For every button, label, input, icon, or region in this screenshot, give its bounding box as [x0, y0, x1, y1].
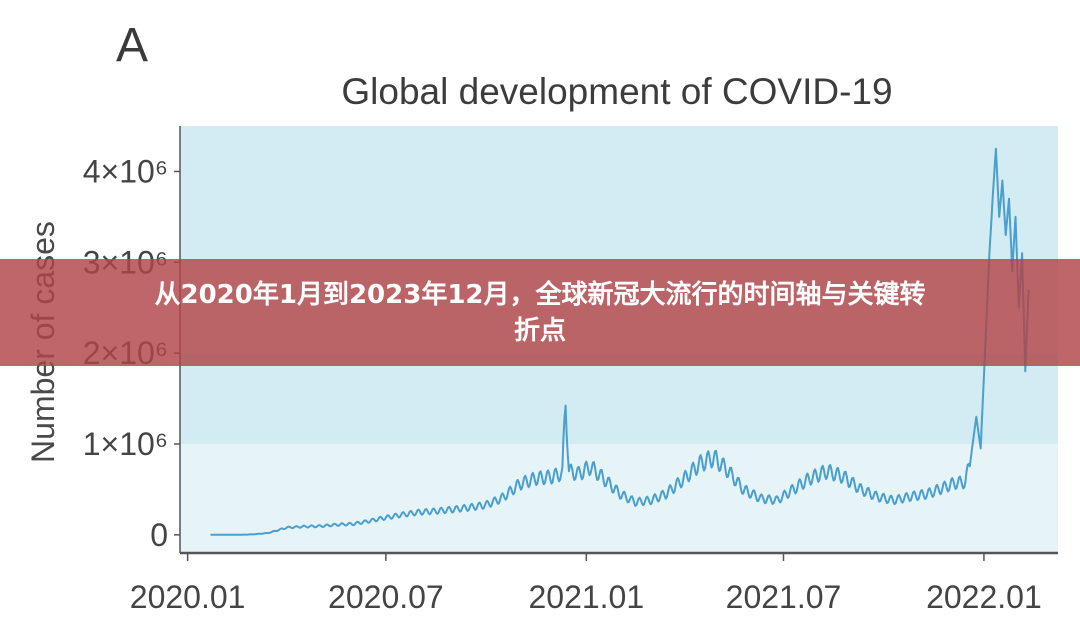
title-banner: 从2020年1月到2023年12月，全球新冠大流行的时间轴与关键转折点	[0, 259, 1080, 366]
x-tick-label: 2020.01	[130, 579, 246, 615]
series-line	[210, 147, 1030, 536]
y-tick-label: 4×10⁶	[83, 153, 168, 189]
grid-band	[180, 126, 1058, 172]
x-tick-label: 2020.07	[328, 579, 444, 615]
chart-title: Global development of COVID-19	[341, 71, 892, 112]
grid-band	[180, 171, 1058, 263]
panel-letter: A	[116, 19, 148, 72]
x-tick-label: 2021.07	[726, 579, 842, 615]
banner-text: 从2020年1月到2023年12月，全球新冠大流行的时间轴与关键转折点	[154, 279, 926, 346]
x-tick-label: 2022.01	[926, 579, 1042, 615]
x-axis: 2020.01 2020.07 2021.01 2021.07 2022.01	[130, 553, 1042, 615]
y-tick-label: 1×10⁶	[83, 426, 168, 462]
grid-band	[180, 353, 1058, 444]
x-tick-label: 2021.01	[528, 579, 644, 615]
series-layer	[210, 147, 1030, 536]
y-tick-label: 0	[150, 517, 168, 553]
